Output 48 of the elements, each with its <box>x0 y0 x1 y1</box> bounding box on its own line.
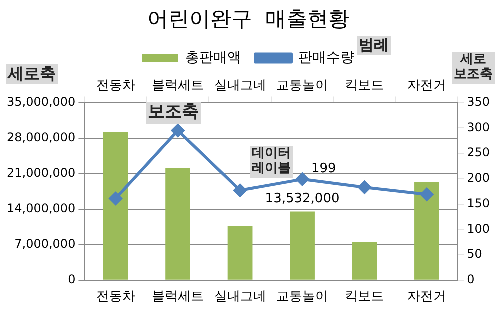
y-tick-label: 21,000,000 <box>6 166 76 180</box>
bar <box>228 226 253 280</box>
x-tick-label: 교통놀이 <box>276 290 329 305</box>
y-tick-label: 35,000,000 <box>6 94 76 109</box>
bar <box>414 182 440 280</box>
legend-label: 총판매액 <box>186 50 242 66</box>
point <box>109 192 122 206</box>
bar <box>103 132 128 280</box>
point <box>296 172 310 186</box>
point <box>234 184 247 198</box>
category-label: 교통놀이 <box>276 78 329 94</box>
category-label: 전동차 <box>96 78 136 94</box>
category-label: 킥보드 <box>345 78 384 94</box>
y2-tick-label: 300 <box>467 120 490 134</box>
y2-tick-label: 250 <box>467 146 490 160</box>
bar <box>166 168 190 280</box>
annotation: 데이터 레이블 <box>250 146 293 178</box>
point <box>172 124 185 138</box>
text: 세로축 <box>6 64 58 84</box>
y2-tick-label: 350 <box>467 94 490 109</box>
x-tick-label: 자전거 <box>407 290 446 305</box>
y2-tick-label: 150 <box>467 196 490 210</box>
data-label: 13,532,000 <box>265 192 340 207</box>
y-tick-label: 28,000,000 <box>6 130 76 144</box>
legend-label: 판매수량 <box>298 50 354 66</box>
y2-tick-label: 200 <box>467 171 490 186</box>
category-label: 블럭세트 <box>152 78 204 94</box>
text: 세로 보조축 <box>452 52 495 84</box>
data-label: 199 <box>312 161 336 176</box>
bar <box>290 212 315 280</box>
point <box>420 188 434 202</box>
x-tick-label: 블럭세트 <box>152 290 204 305</box>
text: 범례 <box>357 36 391 56</box>
annotation: 보조축 <box>146 102 201 124</box>
x-tick-label: 킥보드 <box>345 290 384 305</box>
y2-tick-label: 0 <box>467 272 475 287</box>
y-tick-label: 0 <box>68 272 76 287</box>
point <box>358 181 372 194</box>
y2-tick-label: 100 <box>467 222 490 236</box>
x-tick-label: 실내그네 <box>214 290 266 305</box>
x-tick-label: 전동차 <box>96 290 136 305</box>
category-label: 실내그네 <box>214 78 266 94</box>
y-tick-label: 7,000,000 <box>14 237 76 252</box>
y2-tick-label: 50 <box>467 247 482 262</box>
bar <box>352 242 378 280</box>
category-label: 자전거 <box>407 78 446 94</box>
chart-title: 어린이완구 매출현황 <box>147 7 350 32</box>
y-tick-label: 14,000,000 <box>6 201 76 216</box>
